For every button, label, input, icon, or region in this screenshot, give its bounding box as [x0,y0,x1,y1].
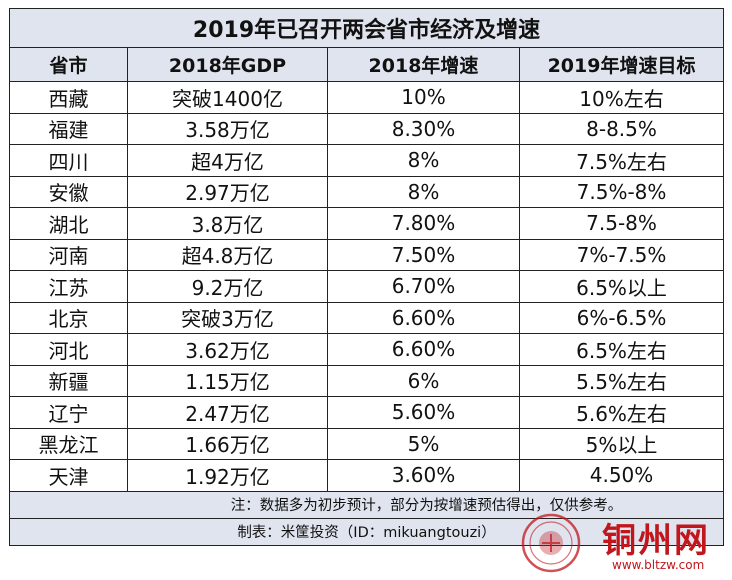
table-row: 四川 超4万亿 8% 7.5%左右 [9,144,725,177]
table-credit: 制表：米筐投资（ID：mikuangtouzi） [8,517,725,546]
table-row: 湖北 3.8万亿 7.80% 7.5-8% [9,207,725,240]
cell-gdp: 2.97万亿 [127,175,328,208]
cell-gdp: 2.47万亿 [127,396,328,429]
cell-growth: 8% [327,144,520,177]
table-row: 江苏 9.2万亿 6.70% 6.5%以上 [9,270,725,303]
cell-province: 黑龙江 [9,427,128,460]
table-row: 安徽 2.97万亿 8% 7.5%-8% [9,175,725,208]
cell-target: 6%-6.5% [518,301,725,334]
cell-province: 四川 [9,144,128,177]
cell-province: 辽宁 [9,396,128,429]
watermark-seal-icon [521,513,581,573]
cell-growth: 3.60% [327,459,520,492]
table-row: 福建 3.58万亿 8.30% 8-8.5% [9,112,725,145]
cell-target: 7%-7.5% [518,238,725,271]
table-row: 新疆 1.15万亿 6% 5.5%左右 [9,364,725,397]
table-row: 西藏 突破1400亿 10% 10%左右 [9,81,725,114]
cell-growth: 5.60% [327,396,520,429]
cell-gdp: 1.92万亿 [127,459,328,492]
table-row: 天津 1.92万亿 3.60% 4.50% [9,459,725,492]
table-row: 河北 3.62万亿 6.60% 6.5%左右 [9,333,725,366]
cell-target: 8-8.5% [518,112,725,145]
cell-growth: 6.60% [327,301,520,334]
cell-growth: 5% [327,427,520,460]
table-row: 黑龙江 1.66万亿 5% 5%以上 [9,427,725,460]
cell-province: 福建 [9,112,128,145]
cell-target: 10%左右 [518,81,725,114]
table-row: 河南 超4.8万亿 7.50% 7%-7.5% [9,238,725,271]
site-watermark: 铜州网 www.bltzw.com [520,510,725,578]
cell-gdp: 3.58万亿 [127,112,328,145]
cell-growth: 6.60% [327,333,520,366]
cell-gdp: 超4万亿 [127,144,328,177]
cell-gdp: 3.62万亿 [127,333,328,366]
table-row: 北京 突破3万亿 6.60% 6%-6.5% [9,301,725,334]
cell-province: 河北 [9,333,128,366]
cell-province: 安徽 [9,175,128,208]
cell-gdp: 3.8万亿 [127,207,328,240]
cell-target: 5.6%左右 [518,396,725,429]
header-target-2019: 2019年增速目标 [518,47,725,82]
cell-gdp: 超4.8万亿 [127,238,328,271]
header-growth-2018: 2018年增速 [327,47,520,82]
cell-province: 河南 [9,238,128,271]
cell-gdp: 突破3万亿 [127,301,328,334]
cell-growth: 6.70% [327,270,520,303]
cell-growth: 8% [327,175,520,208]
cell-province: 天津 [9,459,128,492]
cell-province: 西藏 [9,81,128,114]
cell-target: 6.5%以上 [518,270,725,303]
cell-province: 新疆 [9,364,128,397]
watermark-url: www.bltzw.com [612,558,705,572]
cell-growth: 7.50% [327,238,520,271]
cell-target: 5.5%左右 [518,364,725,397]
cell-gdp: 突破1400亿 [127,81,328,114]
cell-growth: 10% [327,81,520,114]
cell-province: 湖北 [9,207,128,240]
cell-province: 江苏 [9,270,128,303]
cell-target: 6.5%左右 [518,333,725,366]
cell-growth: 7.80% [327,207,520,240]
cell-growth: 6% [327,364,520,397]
cell-target: 4.50% [518,459,725,492]
table-row: 辽宁 2.47万亿 5.60% 5.6%左右 [9,396,725,429]
cell-target: 5%以上 [518,427,725,460]
cell-province: 北京 [9,301,128,334]
table-title: 2019年已召开两会省市经济及增速 [8,8,725,48]
cell-target: 7.5%-8% [518,175,725,208]
watermark-text: 铜州网 [602,521,710,561]
cell-target: 7.5%左右 [518,144,725,177]
cell-growth: 8.30% [327,112,520,145]
gdp-table: 2019年已召开两会省市经济及增速 省市 2018年GDP 2018年增速 20… [8,8,725,546]
table-note: 注：数据多为初步预计，部分为按增速预估得出，仅供参考。 [8,490,725,519]
cell-target: 7.5-8% [518,207,725,240]
header-gdp-2018: 2018年GDP [127,47,328,82]
cell-gdp: 1.15万亿 [127,364,328,397]
header-row: 省市 2018年GDP 2018年增速 2019年增速目标 [9,47,725,82]
cell-gdp: 1.66万亿 [127,427,328,460]
header-province: 省市 [9,47,128,82]
cell-gdp: 9.2万亿 [127,270,328,303]
